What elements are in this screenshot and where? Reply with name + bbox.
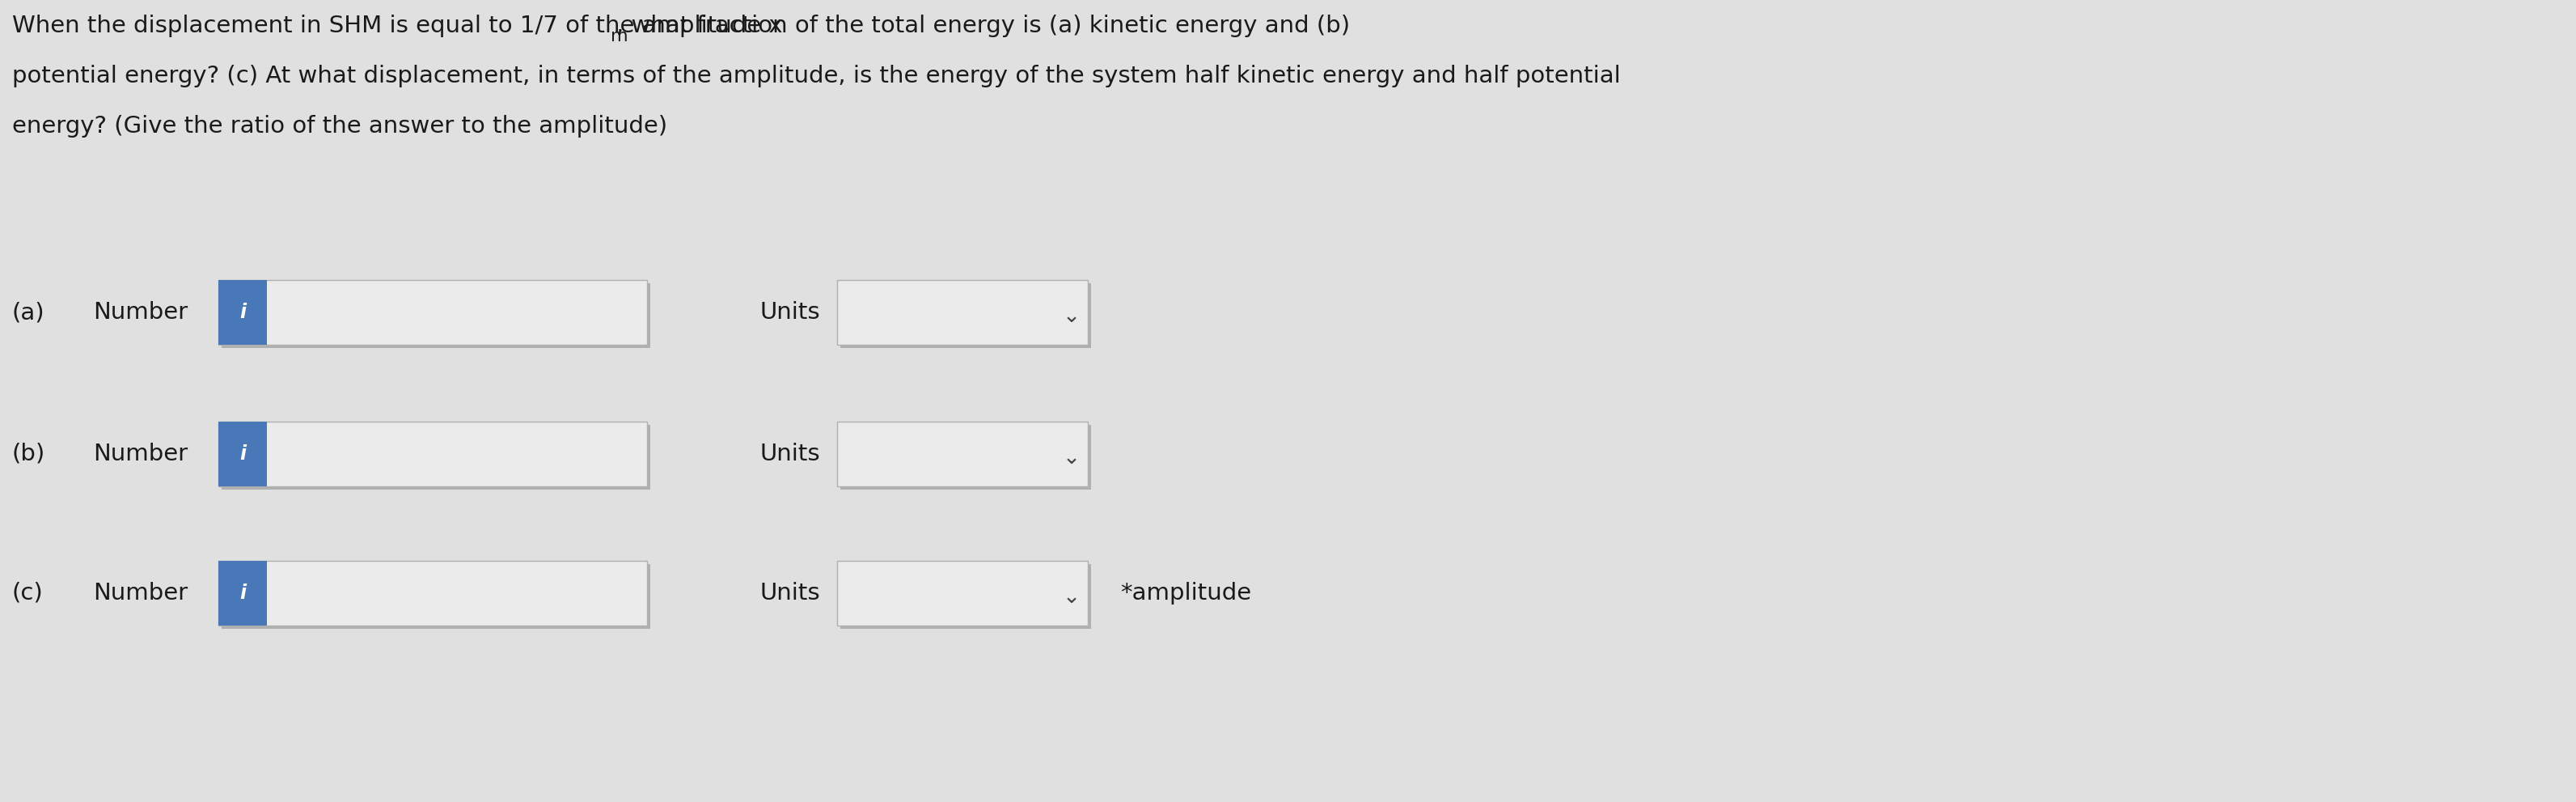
Bar xyxy=(840,564,1092,629)
Text: Units: Units xyxy=(760,582,822,605)
Text: Number: Number xyxy=(93,582,188,605)
Text: m: m xyxy=(611,28,629,44)
Text: *amplitude: *amplitude xyxy=(1121,582,1252,605)
Text: ⌄: ⌄ xyxy=(1064,587,1079,608)
Text: , what fraction of the total energy is (a) kinetic energy and (b): , what fraction of the total energy is (… xyxy=(616,14,1350,37)
Text: Units: Units xyxy=(760,443,822,465)
Bar xyxy=(219,280,647,345)
Bar xyxy=(837,280,1087,345)
Bar xyxy=(840,283,1092,348)
Text: (b): (b) xyxy=(13,443,46,465)
Text: ⌄: ⌄ xyxy=(1064,448,1079,468)
Text: ⌄: ⌄ xyxy=(1064,306,1079,327)
Text: i: i xyxy=(240,444,245,464)
Text: Units: Units xyxy=(760,301,822,324)
Text: Number: Number xyxy=(93,443,188,465)
Bar xyxy=(840,425,1092,489)
Text: Number: Number xyxy=(93,301,188,324)
Text: i: i xyxy=(240,584,245,603)
Bar xyxy=(219,280,268,345)
Text: potential energy? (c) At what displacement, in terms of the amplitude, is the en: potential energy? (c) At what displaceme… xyxy=(13,65,1620,87)
Bar xyxy=(219,422,268,486)
Text: energy? (Give the ratio of the answer to the amplitude): energy? (Give the ratio of the answer to… xyxy=(13,115,667,138)
Bar xyxy=(219,561,647,626)
Bar xyxy=(219,561,268,626)
Bar xyxy=(222,425,649,489)
Text: i: i xyxy=(240,302,245,322)
Bar xyxy=(219,422,647,486)
Text: (a): (a) xyxy=(13,301,44,324)
Text: (c): (c) xyxy=(13,582,44,605)
Bar xyxy=(837,422,1087,486)
Bar xyxy=(222,564,649,629)
Text: When the displacement in SHM is equal to 1/7 of the amplitude x: When the displacement in SHM is equal to… xyxy=(13,14,783,37)
Bar xyxy=(222,283,649,348)
Bar xyxy=(837,561,1087,626)
